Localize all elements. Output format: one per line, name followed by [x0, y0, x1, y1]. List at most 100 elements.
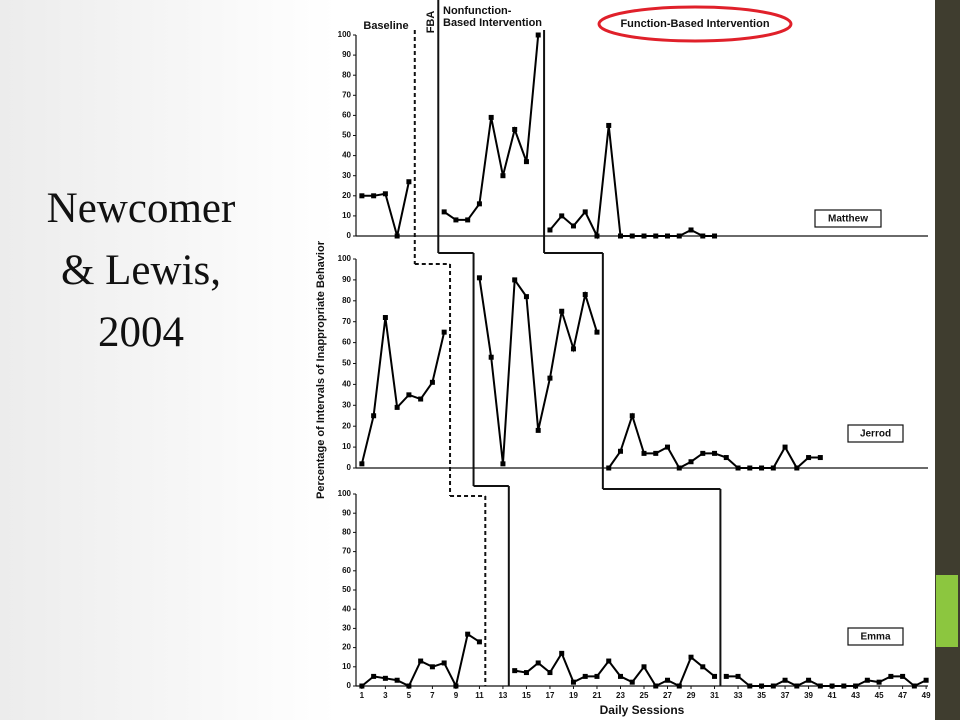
data-point: [700, 233, 706, 239]
x-tick-label: 1: [360, 691, 365, 700]
data-point: [535, 660, 541, 666]
y-tick-label: 0: [347, 681, 352, 690]
y-tick-label: 60: [342, 566, 351, 575]
data-point: [547, 375, 553, 381]
y-tick-label: 90: [342, 50, 351, 59]
phase-label: Based Intervention: [443, 17, 542, 29]
data-point: [418, 658, 424, 664]
data-point: [453, 217, 459, 223]
data-point: [406, 179, 412, 185]
y-tick-label: 50: [342, 359, 351, 368]
x-tick-label: 19: [569, 691, 578, 700]
data-point: [629, 679, 635, 685]
y-tick-label: 30: [342, 171, 351, 180]
data-point: [535, 427, 541, 433]
data-point: [665, 233, 671, 239]
data-point: [747, 465, 753, 471]
y-tick-label: 50: [342, 131, 351, 140]
data-point: [735, 673, 741, 679]
phase-label: Baseline: [363, 20, 408, 32]
data-point: [653, 233, 659, 239]
data-point: [359, 193, 365, 199]
data-point: [570, 346, 576, 352]
data-point: [853, 683, 859, 689]
x-tick-label: 37: [781, 691, 790, 700]
data-point: [500, 173, 506, 179]
data-point: [488, 114, 494, 120]
data-point: [476, 201, 482, 207]
x-tick-label: 17: [546, 691, 555, 700]
x-tick-label: 23: [616, 691, 625, 700]
data-point: [523, 159, 529, 165]
y-tick-label: 10: [342, 442, 351, 451]
x-tick-label: 25: [640, 691, 649, 700]
legend-label: Emma: [860, 632, 890, 643]
data-point: [512, 668, 518, 674]
data-point: [488, 354, 494, 360]
legend-box: [847, 424, 904, 443]
data-point: [606, 465, 612, 471]
data-point: [429, 379, 435, 385]
data-point: [406, 683, 412, 689]
data-point: [559, 650, 565, 656]
data-point: [547, 227, 553, 233]
data-point: [559, 308, 565, 314]
data-point: [700, 450, 706, 456]
data-point: [794, 465, 800, 471]
phase-label: Function-Based Intervention: [620, 18, 769, 30]
y-tick-label: 50: [342, 585, 351, 594]
phase-label: FBA: [425, 11, 437, 34]
x-tick-label: 39: [804, 691, 813, 700]
x-tick-label: 33: [734, 691, 743, 700]
x-tick-label: 43: [851, 691, 860, 700]
data-point: [394, 677, 400, 683]
y-tick-label: 70: [342, 317, 351, 326]
data-point: [806, 677, 812, 683]
data-point: [712, 450, 718, 456]
series-line: [360, 276, 821, 470]
data-point: [512, 126, 518, 132]
y-tick-label: 20: [342, 421, 351, 430]
data-point: [770, 683, 776, 689]
x-tick-label: 3: [383, 691, 388, 700]
data-point: [782, 677, 788, 683]
y-tick-label: 0: [347, 463, 352, 472]
data-point: [523, 670, 529, 676]
title-line: 2004: [98, 309, 184, 356]
data-point: [888, 673, 894, 679]
data-point: [900, 673, 906, 679]
data-point: [429, 664, 435, 670]
data-point: [782, 444, 788, 450]
y-tick-label: 40: [342, 380, 351, 389]
data-point: [371, 193, 377, 199]
data-point: [523, 294, 529, 300]
data-point: [406, 392, 412, 398]
data-point: [864, 677, 870, 683]
y-tick-label: 40: [342, 604, 351, 613]
data-point: [770, 465, 776, 471]
data-point: [641, 664, 647, 670]
data-point: [453, 683, 459, 689]
series-line: [361, 632, 927, 689]
data-point: [606, 122, 612, 128]
data-point: [617, 448, 623, 454]
y-tick-label: 80: [342, 296, 351, 305]
data-point: [418, 396, 424, 402]
data-point: [570, 679, 576, 685]
data-point: [535, 32, 541, 38]
data-point: [476, 275, 482, 281]
x-tick-label: 5: [407, 691, 412, 700]
data-point: [688, 227, 694, 233]
data-point: [700, 664, 706, 670]
y-tick-label: 100: [338, 489, 352, 498]
y-tick-label: 60: [342, 111, 351, 120]
x-tick-label: 21: [593, 691, 602, 700]
y-tick-label: 10: [342, 211, 351, 220]
x-tick-label: 13: [498, 691, 507, 700]
data-point: [617, 673, 623, 679]
x-tick-label: 27: [663, 691, 672, 700]
data-point: [359, 461, 365, 467]
y-tick-label: 80: [342, 70, 351, 79]
x-tick-label: 29: [687, 691, 696, 700]
